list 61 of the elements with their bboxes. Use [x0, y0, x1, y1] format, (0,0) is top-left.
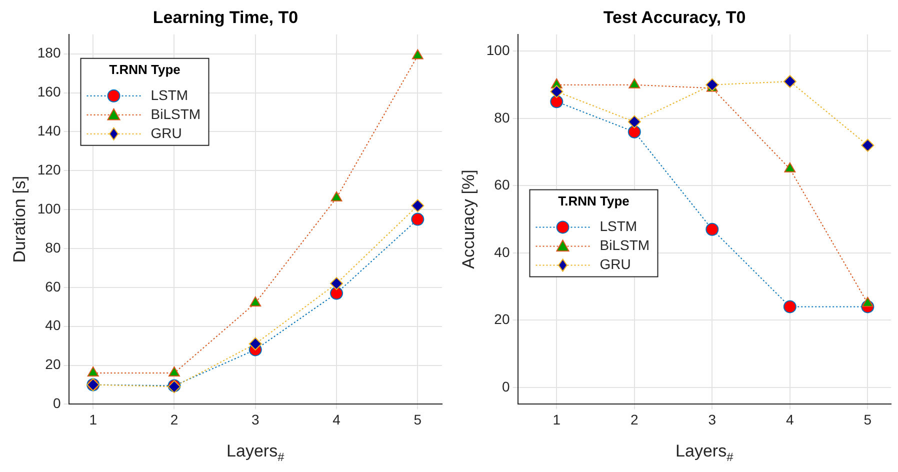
- legend-title: T.RNN Type: [109, 62, 180, 77]
- point: [861, 138, 874, 152]
- point: [628, 115, 641, 128]
- point: [250, 296, 262, 306]
- legend-label: LSTM: [150, 86, 188, 103]
- x-axis-title: Layers#: [226, 442, 285, 464]
- y-tick-label: 100: [486, 42, 510, 58]
- y-tick-label: 160: [37, 84, 61, 100]
- legend-label: BiLSTM: [150, 106, 201, 122]
- y-tick-label: 180: [37, 44, 61, 61]
- point: [706, 222, 719, 236]
- y-tick-label: 60: [45, 278, 61, 294]
- y-axis-title: Accuracy [%]: [458, 170, 478, 269]
- x-axis-title: Layers#: [676, 442, 734, 464]
- point: [412, 49, 424, 60]
- chart-title: Test Accuracy, T0: [603, 8, 746, 27]
- point: [784, 162, 796, 172]
- y-tick-label: 40: [494, 244, 510, 260]
- y-tick-label: 100: [37, 200, 61, 216]
- y-tick-label: 120: [37, 162, 61, 178]
- y-tick-label: 80: [494, 109, 510, 126]
- point: [550, 95, 564, 108]
- point: [628, 78, 640, 88]
- y-tick-label: 20: [45, 356, 61, 372]
- legend-label: LSTM: [600, 218, 638, 234]
- x-tick-label: 4: [786, 411, 794, 428]
- point: [706, 78, 719, 92]
- x-tick-label: 4: [332, 411, 341, 428]
- point: [783, 74, 796, 88]
- x-tick-label: 3: [708, 411, 716, 428]
- x-tick-label: 1: [89, 411, 98, 428]
- y-tick-label: 0: [52, 395, 61, 412]
- legend-label: BiLSTM: [600, 237, 650, 254]
- point: [783, 300, 796, 314]
- point: [330, 191, 342, 202]
- y-tick-label: 140: [37, 122, 61, 139]
- x-tick-label: 5: [414, 411, 422, 428]
- point: [87, 366, 99, 377]
- legend-title: T.RNN Type: [558, 193, 630, 208]
- x-tick-label: 1: [552, 411, 561, 428]
- x-tick-label: 2: [170, 411, 178, 428]
- point: [550, 85, 564, 98]
- y-tick-label: 60: [494, 176, 510, 193]
- point: [411, 199, 424, 212]
- point: [248, 337, 262, 350]
- y-tick-label: 0: [502, 378, 510, 394]
- point: [411, 212, 424, 226]
- y-axis-title: Duration [s]: [10, 176, 29, 263]
- x-tick-label: 5: [864, 411, 872, 428]
- y-tick-label: 40: [45, 317, 61, 334]
- x-tick-label: 2: [630, 411, 638, 428]
- point: [628, 125, 641, 138]
- point: [330, 277, 344, 290]
- x-tick-label: 3: [251, 411, 260, 428]
- point: [330, 286, 344, 300]
- y-tick-label: 20: [494, 311, 510, 328]
- legend-label: GRU: [150, 124, 182, 141]
- legend-label: GRU: [600, 256, 631, 272]
- y-tick-label: 80: [45, 239, 61, 256]
- chart-title: Learning Time, T0: [152, 8, 298, 27]
- point: [168, 366, 180, 377]
